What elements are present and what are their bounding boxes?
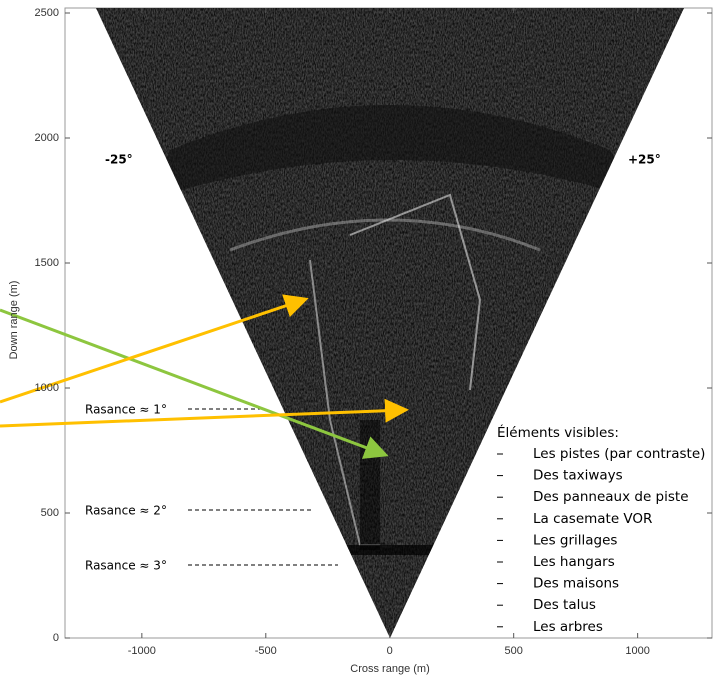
x-tick-label: 0 xyxy=(387,645,393,657)
y-tick-label: 1500 xyxy=(35,257,59,269)
chart: -1000 -500 0 500 1000 0 500 1000 1500 2000 2500 Cro… xyxy=(0,0,717,677)
y-tick-label: 500 xyxy=(41,507,59,519)
legend-item: Des talus xyxy=(533,597,596,613)
legend-title: Éléments visibles: xyxy=(497,424,619,441)
legend-item: La casemate VOR xyxy=(533,511,652,527)
x-axis-label: Cross range (m) xyxy=(350,663,429,675)
legend-item: Les pistes (par contraste) xyxy=(533,446,705,462)
legend-item: Des panneaux de piste xyxy=(533,489,689,505)
rasance-label: Rasance ≈ 1° xyxy=(85,403,167,417)
x-tick-label: -1000 xyxy=(128,645,156,657)
x-tick-label: 500 xyxy=(505,645,523,657)
legend-item: Des taxiways xyxy=(533,468,623,484)
y-tick-label: 0 xyxy=(53,632,59,644)
legend-item: Les hangars xyxy=(533,554,615,570)
legend-item: Les grillages xyxy=(533,532,617,548)
angle-label: -25° xyxy=(105,153,133,167)
x-tick-label: 1000 xyxy=(625,645,649,657)
rasance-label: Rasance ≈ 3° xyxy=(85,559,167,573)
legend-item: Des maisons xyxy=(533,576,619,592)
x-tick-label: -500 xyxy=(255,645,277,657)
y-tick-label: 2500 xyxy=(35,7,59,19)
legend-item: Les arbres xyxy=(533,619,603,635)
y-tick-label: 1000 xyxy=(35,382,59,394)
y-tick-label: 2000 xyxy=(35,132,59,144)
rasance-label: Rasance ≈ 2° xyxy=(85,504,167,518)
y-axis-label: Down range (m) xyxy=(8,281,20,360)
angle-label: +25° xyxy=(628,153,661,167)
